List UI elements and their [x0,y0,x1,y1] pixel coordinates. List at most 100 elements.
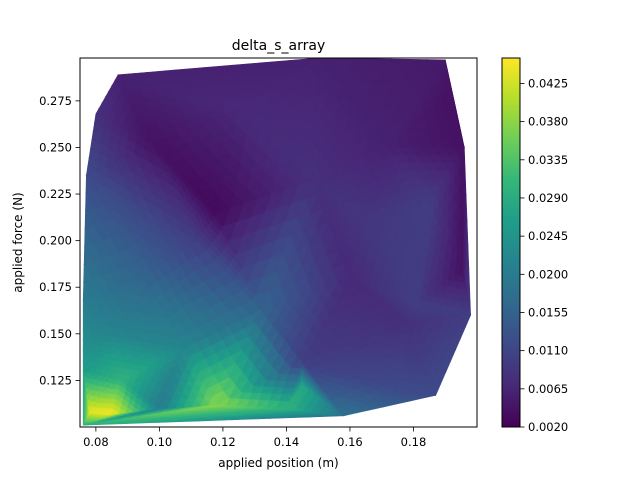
contour-triangle [286,361,303,409]
contour-triangle [120,348,186,409]
contour-cell [374,297,384,306]
contour-cell [83,422,121,426]
contour-cell [427,373,438,386]
contour-cell [460,251,463,276]
contour-cell [301,356,318,367]
contour-cell [404,109,414,123]
contour-cell [416,187,429,196]
contour-cell [94,419,114,424]
contour-cell [319,384,335,394]
contour-triangle [82,333,122,381]
contour-triangle [413,202,462,307]
contour-cell [232,124,247,140]
y-axis-label: applied force (N) [11,192,25,292]
contour-cell [408,316,419,320]
contour-cell [260,290,275,311]
contour-cell [93,189,111,206]
contour-cell [414,114,427,124]
contour-cell [120,375,131,385]
contour-cell [315,92,327,112]
contour-cell [85,192,95,212]
contour-cell [382,304,393,312]
contour-cell [82,365,90,373]
contour-cell [358,237,369,251]
contour-cell [82,378,85,387]
contour-cell [118,384,127,391]
contour-cell [461,233,464,259]
contour-cell [356,245,367,259]
contour-cell [399,278,410,295]
contour-cell [132,103,152,115]
contour-cell [334,193,347,205]
x-tick-label: 0.08 [83,435,109,449]
contour-cell [131,383,142,393]
contour-cell [216,207,231,228]
contour-cell [290,152,303,172]
contour-cell [332,235,342,252]
contour-cell [409,313,419,317]
contour-cell [116,389,125,396]
contour-cell [241,336,255,351]
contour-cell [193,255,206,273]
contour-cell [292,395,302,401]
contour-cell [112,420,150,424]
contour-cell [248,112,261,132]
contour-cell [82,401,85,410]
contour-cell [202,228,213,243]
contour-triangle [85,174,199,279]
contour-cell [313,127,326,147]
contour-cell [101,203,120,220]
contour-cell [422,231,430,248]
contour-cell [101,407,108,414]
contour-cell [374,178,385,191]
contour-cell [82,394,85,403]
contour-cell [267,272,282,292]
contour-cell [84,382,92,390]
y-tick-label: 0.125 [39,373,72,387]
contour-cell [159,157,169,173]
contour-cell [222,168,238,184]
contour-cell [337,83,357,97]
contour-cell [326,187,339,200]
contour-cell [137,387,148,397]
contour-cell [82,309,87,321]
contour-cell [121,416,151,420]
contour-cell [366,400,380,405]
contour-cell [396,130,409,140]
contour-fill [82,58,472,426]
contour-cell [115,394,124,400]
contour-triangle [301,324,408,391]
contour-cell [316,74,328,94]
contour-cell [111,408,120,415]
contour-cell [115,366,129,375]
contour-cell [433,284,443,292]
contour-cell [290,341,304,355]
contour-cell [294,391,304,397]
contour-cell [111,79,121,91]
contour-triangle [301,361,399,417]
contour-cell [126,412,146,416]
contour-cell [351,261,363,275]
contour-cell [428,71,439,86]
colorbar-tick-label: 0.0110 [528,344,568,358]
contour-cell [393,155,406,164]
contour-cell [322,313,339,327]
x-axis-label: applied position (m) [218,456,338,470]
contour-cell [137,409,157,414]
contour-triangle [85,143,199,242]
contour-cell [255,400,270,408]
contour-cell [115,414,135,419]
contour-cell [140,413,170,417]
contour-cell [322,207,331,224]
contour-cell [170,158,184,174]
contour-cell [91,419,103,423]
contour-cell [88,406,95,413]
contour-cell [93,315,104,325]
contour-cell [357,108,377,123]
contour-triangle [215,309,303,406]
contour-cell [90,139,101,150]
contour-cell [423,106,436,116]
contour-cell [225,153,241,170]
contour-cell [222,221,238,242]
contour-cell [188,301,200,319]
